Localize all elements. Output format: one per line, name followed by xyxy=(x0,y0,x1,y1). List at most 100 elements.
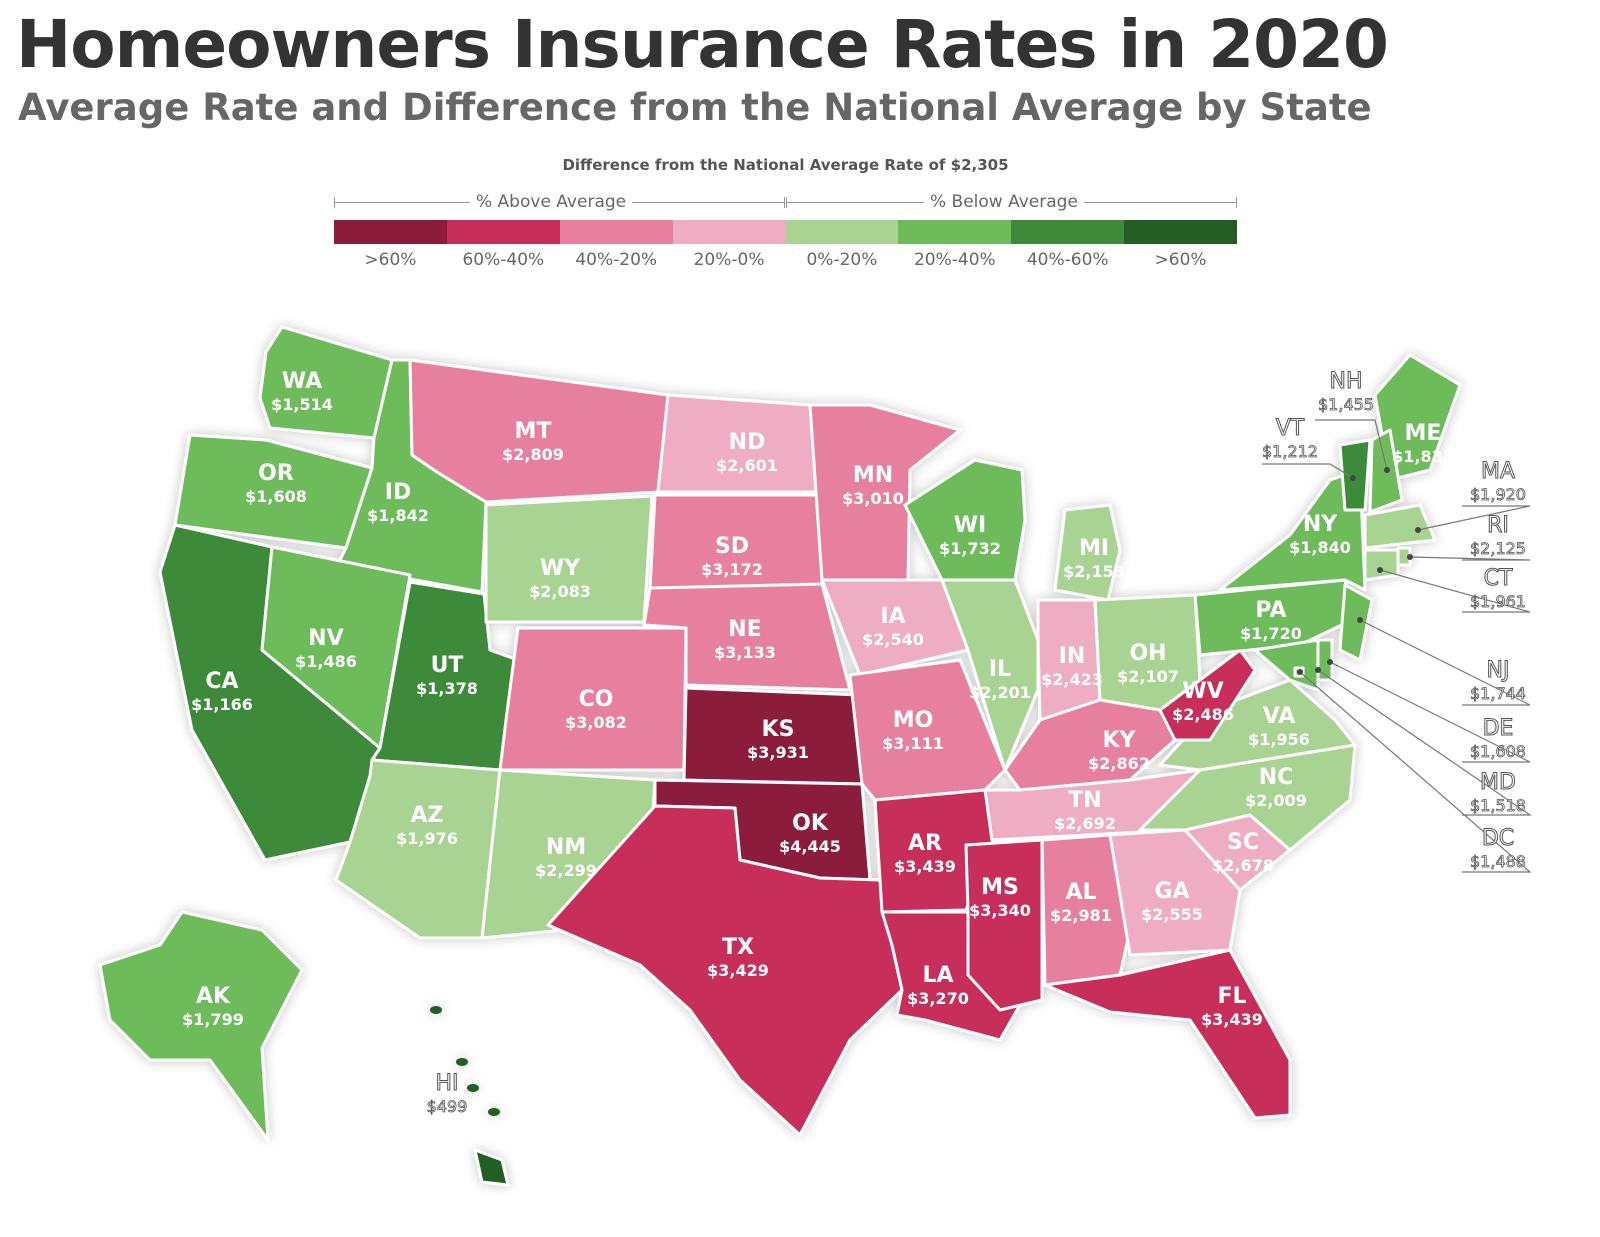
state-abbr-ky: KY xyxy=(1103,728,1137,753)
state-nj xyxy=(1338,583,1374,662)
legend-swatches xyxy=(334,220,1237,244)
leader-line-md xyxy=(1317,669,1532,816)
state-abbr-in: IN xyxy=(1059,644,1086,669)
state-rate-nc: $2,009 xyxy=(1245,791,1307,810)
state-fl xyxy=(1043,948,1292,1120)
us-state-map: WA$1,514OR$1,608CA$1,166ID$1,842NV$1,486… xyxy=(98,325,1532,1187)
state-rate-in: $2,423 xyxy=(1041,670,1103,689)
hawaii-island xyxy=(488,1108,500,1116)
state-abbr-wa: WA xyxy=(282,369,322,394)
state-abbr-va: VA xyxy=(1263,704,1296,729)
state-abbr-fl: FL xyxy=(1217,984,1246,1009)
leader-dot-ma xyxy=(1415,527,1421,533)
leader-dot-nj xyxy=(1357,617,1363,623)
state-abbr-wi: WI xyxy=(954,513,986,538)
state-rate-sc: $2,678 xyxy=(1212,856,1274,875)
state-rate-ia: $2,540 xyxy=(862,630,924,649)
state-rate-ms: $3,340 xyxy=(969,901,1031,920)
state-rate-wv: $2,486 xyxy=(1172,705,1234,724)
state-abbr-ia: IA xyxy=(880,604,905,629)
state-abbr-nj: NJ xyxy=(1487,658,1510,683)
state-or xyxy=(173,433,374,550)
legend-bin-label: 20%-0% xyxy=(693,250,765,270)
state-rate-la: $3,270 xyxy=(907,989,969,1008)
state-abbr-mi: MI xyxy=(1079,536,1109,561)
state-rate-mo: $3,111 xyxy=(882,734,944,753)
state-rate-nh: $1,455 xyxy=(1318,395,1374,414)
state-rate-hi: $499 xyxy=(427,1097,468,1116)
legend-swatch xyxy=(1011,220,1125,244)
hawaii-island xyxy=(467,1084,479,1092)
state-abbr-ne: NE xyxy=(728,617,761,642)
state-abbr-ri: RI xyxy=(1487,513,1509,538)
state-rate-nm: $2,299 xyxy=(535,861,597,880)
state-abbr-ok: OK xyxy=(792,811,829,836)
state-rate-or: $1,608 xyxy=(245,487,307,506)
state-rate-ca: $1,166 xyxy=(191,695,253,714)
legend-swatch xyxy=(785,220,899,244)
state-shapes xyxy=(98,325,1462,1187)
state-ia xyxy=(820,578,970,677)
leader-line-ri xyxy=(1409,556,1531,561)
page-subtitle: Average Rate and Difference from the Nat… xyxy=(18,86,1372,129)
state-abbr-al: AL xyxy=(1065,880,1096,905)
state-rate-ut: $1,378 xyxy=(416,679,478,698)
state-rate-mt: $2,809 xyxy=(502,445,564,464)
leader-dot-de xyxy=(1327,659,1333,665)
leader-line-vt xyxy=(1262,463,1354,479)
state-rate-nv: $1,486 xyxy=(295,652,357,671)
state-rate-al: $2,981 xyxy=(1050,906,1112,925)
state-abbr-az: AZ xyxy=(411,803,444,828)
state-rate-de: $1,608 xyxy=(1470,742,1526,761)
state-abbr-nd: ND xyxy=(729,430,766,455)
leader-line-nh xyxy=(1315,419,1388,471)
legend-swatch xyxy=(898,220,1012,244)
state-rate-tx: $3,429 xyxy=(707,961,769,980)
state-abbr-ga: GA xyxy=(1154,879,1189,904)
state-rate-co: $3,082 xyxy=(565,713,627,732)
state-rate-dc: $1,488 xyxy=(1470,852,1526,871)
state-rate-mi: $2,153 xyxy=(1063,562,1125,581)
legend-bin-label: 40%-20% xyxy=(575,250,658,270)
state-tx xyxy=(546,804,904,1137)
state-abbr-mo: MO xyxy=(893,708,934,733)
leader-dot-md xyxy=(1315,667,1321,673)
state-rate-sd: $3,172 xyxy=(701,560,763,579)
hawaii-island xyxy=(430,1006,442,1014)
state-abbr-ks: KS xyxy=(762,717,795,742)
below-average-label: % Below Average xyxy=(924,192,1084,212)
state-ms xyxy=(964,838,1044,1012)
leader-dot-nh xyxy=(1384,467,1390,473)
state-abbr-ny: NY xyxy=(1303,512,1338,537)
leader-line-dc xyxy=(1299,671,1532,873)
state-abbr-pa: PA xyxy=(1255,598,1286,623)
leader-lines xyxy=(1262,419,1532,873)
state-rate-mn: $3,010 xyxy=(842,489,904,508)
state-rate-wi: $1,732 xyxy=(939,539,1001,558)
state-rate-ny: $1,840 xyxy=(1289,538,1351,557)
state-abbr-ar: AR xyxy=(908,831,942,856)
leader-line-de xyxy=(1329,661,1531,763)
state-rate-nd: $2,601 xyxy=(716,456,778,475)
state-abbr-tn: TN xyxy=(1068,788,1101,813)
state-rate-ri: $2,125 xyxy=(1470,539,1526,558)
state-rate-fl: $3,439 xyxy=(1201,1010,1263,1029)
state-abbr-oh: OH xyxy=(1129,641,1166,666)
state-abbr-dc: DC xyxy=(1482,826,1514,851)
state-rate-ks: $3,931 xyxy=(747,743,809,762)
legend-bin-label: >60% xyxy=(364,250,417,270)
state-rate-oh: $2,107 xyxy=(1117,667,1179,686)
state-abbr-mn: MN xyxy=(853,463,893,488)
state-abbr-wy: WY xyxy=(540,556,581,581)
state-abbr-tx: TX xyxy=(722,935,754,960)
legend-bin-label: 40%-60% xyxy=(1026,250,1109,270)
leader-dot-dc xyxy=(1297,669,1303,675)
state-rate-ky: $2,862 xyxy=(1088,754,1150,773)
legend-labels: >60% 60%-40% 40%-20% 20%-0% 0%-20% 20%-4… xyxy=(334,250,1237,270)
legend: Difference from the National Average Rat… xyxy=(334,150,1237,280)
state-abbr-id: ID xyxy=(385,480,411,505)
state-rate-ct: $1,961 xyxy=(1470,592,1526,611)
state-abbr-md: MD xyxy=(1480,770,1516,795)
state-abbr-wv: WV xyxy=(1182,679,1223,704)
legend-swatch xyxy=(334,220,447,244)
